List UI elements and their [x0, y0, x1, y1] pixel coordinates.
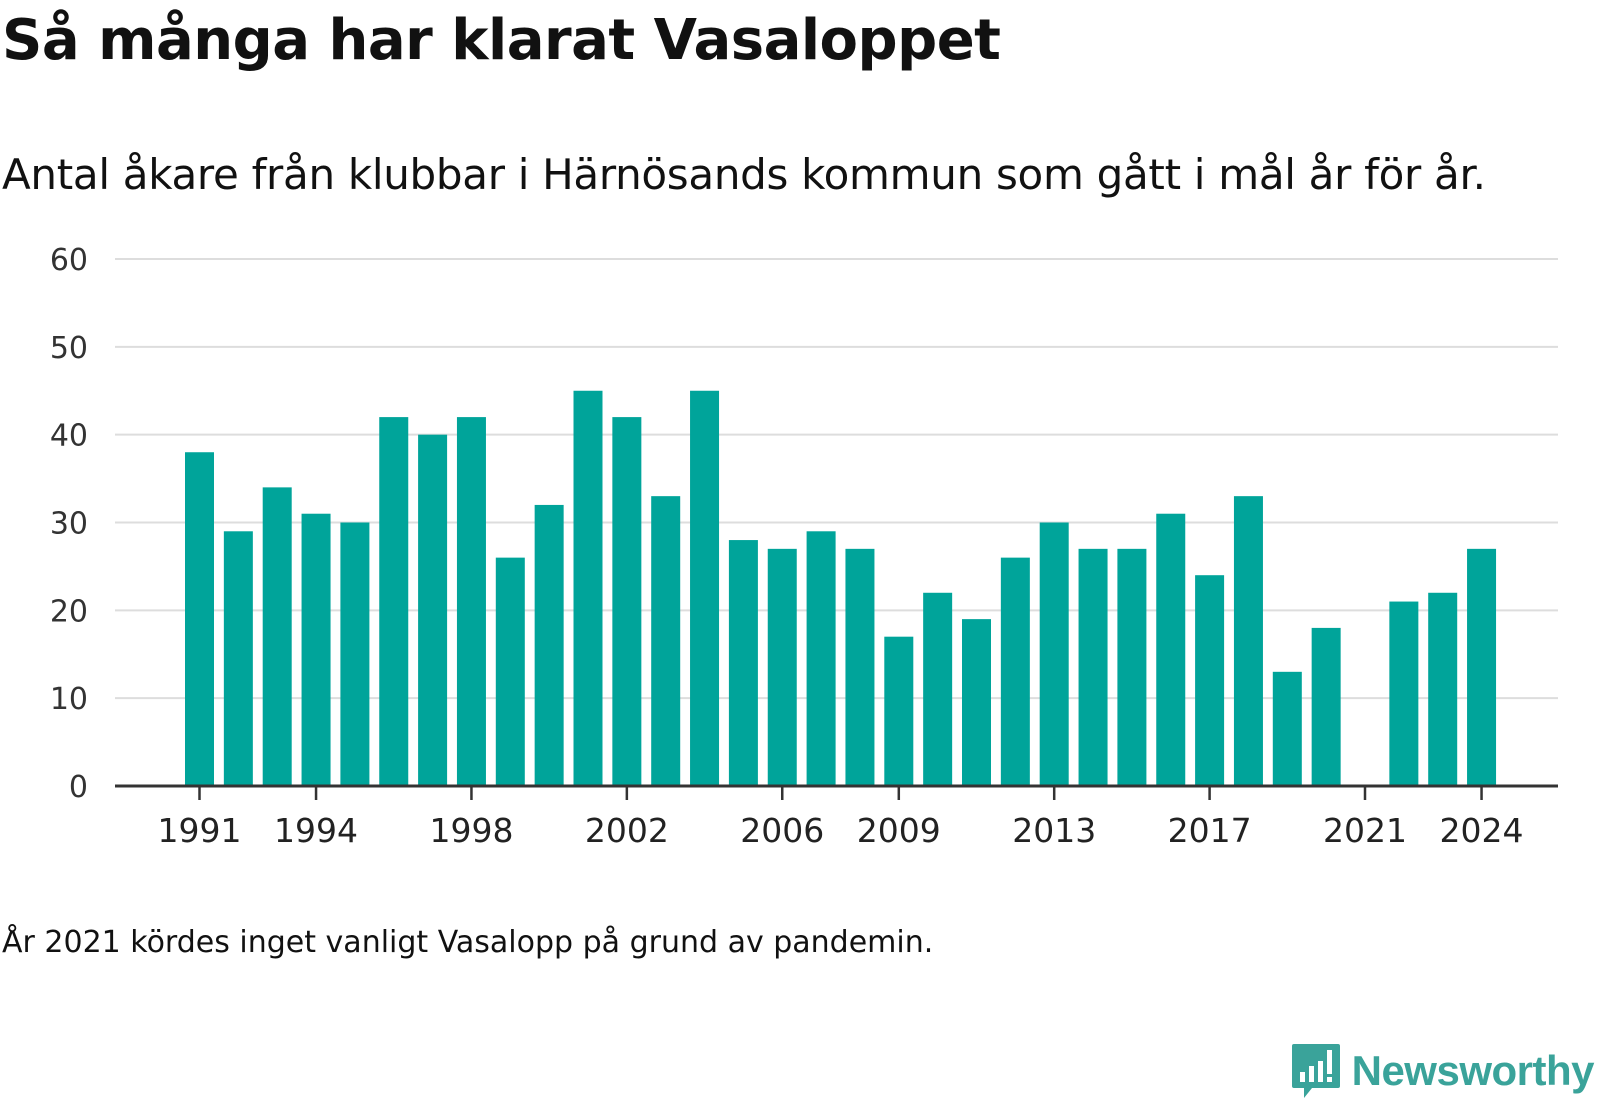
y-axis-labels: 0 10 20 30 40 50 60 — [50, 243, 88, 805]
bar-2009 — [884, 636, 914, 786]
chart-subtitle: Antal åkare från klubbar i Härnösands ko… — [2, 150, 1486, 199]
x-tick-label: 2006 — [740, 811, 824, 850]
x-tick-label: 2017 — [1168, 811, 1252, 850]
bar-2017 — [1195, 575, 1225, 786]
bar-1992 — [223, 531, 253, 786]
bar-2003 — [651, 496, 681, 786]
bar-1991 — [185, 452, 214, 786]
bar-2015 — [1117, 548, 1147, 786]
gridlines — [115, 258, 1558, 700]
y-tick-label: 0 — [69, 770, 88, 805]
bar-2010 — [923, 592, 953, 786]
bar-1995 — [340, 522, 370, 786]
bar-1996 — [379, 417, 409, 786]
bar-2018 — [1233, 496, 1263, 786]
y-tick-label: 10 — [50, 682, 88, 717]
x-tick-label: 2024 — [1440, 811, 1524, 850]
bar-1993 — [262, 487, 292, 786]
newsworthy-logo-icon — [1291, 1044, 1340, 1098]
bar-2012 — [1000, 557, 1030, 786]
bar-2004 — [690, 390, 720, 786]
bar-2007 — [806, 531, 836, 786]
bar-2022 — [1389, 601, 1419, 786]
bar-2024 — [1467, 548, 1497, 786]
bar-1997 — [418, 434, 448, 786]
bar-2013 — [1039, 522, 1069, 786]
x-tick-label: 2009 — [857, 811, 941, 850]
bar-2019 — [1272, 671, 1302, 786]
bar-1999 — [495, 557, 525, 786]
x-tick-label: 2021 — [1323, 811, 1407, 850]
bar-1994 — [301, 513, 331, 786]
chart-title: Så många har klarat Vasaloppet — [2, 8, 1001, 73]
bar-2006 — [767, 548, 797, 786]
x-axis-labels: 1991 1994 1998 2002 2006 2009 2013 2017 2021 2024 — [158, 786, 1524, 850]
x-tick-label: 1998 — [429, 811, 513, 850]
bar-2002 — [612, 417, 642, 786]
y-tick-label: 30 — [50, 507, 88, 542]
x-tick-label: 1991 — [158, 811, 242, 850]
bar-2000 — [534, 504, 564, 786]
bar-2001 — [573, 390, 603, 786]
bar-2008 — [845, 548, 875, 786]
bar-chart: 0 10 20 30 40 50 60 1991 1994 1998 2002 2006 2009 20… — [50, 243, 1558, 850]
brand-name: Newsworthy — [1351, 1047, 1595, 1094]
x-tick-label: 2002 — [585, 811, 669, 850]
bar-2016 — [1156, 513, 1186, 786]
bar-2014 — [1078, 548, 1108, 786]
bar-1998 — [456, 417, 486, 786]
bar-2005 — [728, 540, 758, 786]
bar-2020 — [1311, 627, 1341, 786]
bar-2011 — [962, 619, 991, 786]
x-tick-label: 1994 — [274, 811, 358, 850]
y-tick-label: 50 — [50, 331, 88, 366]
y-tick-label: 60 — [50, 243, 88, 278]
y-tick-label: 20 — [50, 594, 88, 629]
x-tick-label: 2013 — [1012, 811, 1096, 850]
bars — [185, 390, 1497, 786]
footnote: År 2021 kördes inget vanligt Vasalopp på… — [2, 925, 934, 960]
y-tick-label: 40 — [50, 419, 88, 454]
newsworthy-brand[interactable]: Newsworthy — [1290, 1042, 1595, 1100]
bar-2023 — [1428, 592, 1458, 786]
